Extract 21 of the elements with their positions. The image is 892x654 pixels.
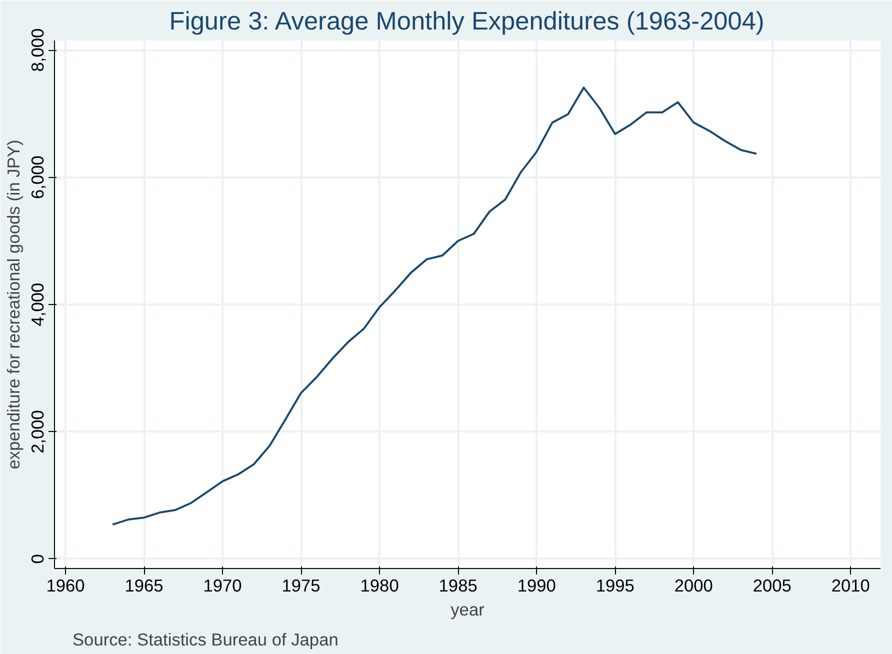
x-tick-label: 2000 bbox=[674, 576, 713, 596]
x-tick-label: 1960 bbox=[46, 576, 85, 596]
chart-title: Figure 3: Average Monthly Expenditures (1963-2004) bbox=[169, 8, 764, 36]
x-tick-label: 1975 bbox=[282, 576, 320, 596]
x-tick-label: 1990 bbox=[517, 576, 556, 596]
x-axis-title: year bbox=[450, 600, 485, 620]
x-tick-label: 1980 bbox=[360, 576, 399, 596]
x-tick-label: 2010 bbox=[831, 576, 870, 596]
y-tick-label: 4,000 bbox=[28, 282, 48, 326]
y-tick-label: 0 bbox=[28, 554, 48, 564]
source-note: Source: Statistics Bureau of Japan bbox=[72, 630, 338, 650]
x-tick-label: 1970 bbox=[203, 576, 242, 596]
x-tick-label: 1985 bbox=[438, 576, 478, 596]
x-tick-label: 2005 bbox=[752, 576, 792, 596]
x-tick-label: 1995 bbox=[596, 576, 634, 596]
y-tick-label: 8,000 bbox=[28, 28, 48, 72]
y-axis-title: expenditure for recreational goods (in JPY) bbox=[4, 140, 24, 470]
x-tick-label: 1965 bbox=[124, 576, 164, 596]
y-tick-label: 6,000 bbox=[28, 156, 48, 199]
line-series bbox=[112, 86, 758, 526]
y-tick-label: 2,000 bbox=[28, 410, 48, 454]
